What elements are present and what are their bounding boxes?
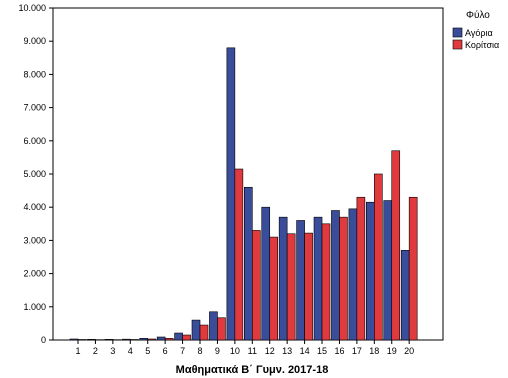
bar-Αγόρια-19 bbox=[383, 200, 393, 341]
bar-Κορίτσια-8 bbox=[199, 324, 209, 341]
bar-Κορίτσια-18 bbox=[374, 173, 383, 341]
bar-Αγόρια-8 bbox=[191, 319, 201, 341]
bar-Αγόρια-6 bbox=[156, 336, 166, 341]
bar-Αγόρια-11 bbox=[244, 186, 253, 341]
plot-area: 0 1.000 2.000 3.000 4.000 5.000 6.000 7.000 8.00… bbox=[18, 3, 444, 356]
bar-Κορίτσια-6 bbox=[164, 338, 174, 341]
bar-Κορίτσια-15 bbox=[321, 223, 331, 341]
bar-Κορίτσια-19 bbox=[391, 150, 401, 341]
y-tick-label: 3.000 bbox=[23, 235, 46, 245]
x-tick-label: 5 bbox=[145, 346, 150, 356]
bar-Αγόρια-3 bbox=[104, 339, 114, 341]
bar-Κορίτσια-11 bbox=[252, 230, 261, 341]
x-tick-label: 16 bbox=[334, 346, 344, 356]
bar-Αγόρια-16 bbox=[331, 210, 340, 341]
x-tick-label: 7 bbox=[180, 346, 185, 356]
bar-Αγόρια-5 bbox=[139, 338, 149, 341]
x-tick-label: 13 bbox=[282, 346, 292, 356]
y-tick-label: 6.000 bbox=[23, 136, 46, 146]
x-tick-label: 4 bbox=[128, 346, 133, 356]
bar-Αγόρια-10 bbox=[226, 47, 236, 341]
bar-Κορίτσια-5 bbox=[147, 338, 157, 341]
legend-items: Αγόρια Κορίτσια bbox=[452, 27, 499, 50]
x-tick-label: 14 bbox=[300, 346, 310, 356]
bar-Αγόρια-18 bbox=[366, 201, 375, 341]
bar-Αγόρια-9 bbox=[209, 311, 218, 341]
bar-Αγόρια-13 bbox=[278, 216, 288, 341]
x-tick-label: 9 bbox=[215, 346, 220, 356]
y-tick-label: 9.000 bbox=[23, 36, 46, 46]
x-tick-label: 2 bbox=[93, 346, 98, 356]
legend-title: Φύλο bbox=[466, 9, 490, 21]
x-tick-label: 3 bbox=[110, 346, 115, 356]
bar-Αγόρια-12 bbox=[261, 206, 271, 341]
y-tick-label: 5.000 bbox=[23, 169, 46, 179]
legend-label-Αγόρια: Αγόρια bbox=[465, 28, 493, 38]
x-tick-label: 17 bbox=[352, 346, 362, 356]
bar-Κορίτσια-12 bbox=[269, 236, 279, 341]
bar-Αγόρια-2 bbox=[87, 339, 96, 341]
bar-Αγόρια-15 bbox=[313, 216, 323, 341]
y-tick-label: 0 bbox=[41, 335, 46, 345]
bar-Αγόρια-14 bbox=[296, 220, 305, 341]
bar-Κορίτσια-14 bbox=[304, 232, 313, 341]
x-tick-label: 8 bbox=[198, 346, 203, 356]
legend-label-Κορίτσια: Κορίτσια bbox=[465, 40, 499, 50]
legend: Φύλο Αγόρια Κορίτσια bbox=[452, 9, 499, 50]
bar-Αγόρια-1 bbox=[69, 338, 79, 341]
bar-Κορίτσια-20 bbox=[408, 196, 418, 341]
bar-Κορίτσια-10 bbox=[234, 168, 244, 341]
bars-group bbox=[69, 47, 418, 341]
legend-swatch-Αγόρια bbox=[452, 27, 463, 38]
y-axis: 0 1.000 2.000 3.000 4.000 5.000 6.000 7.000 8.00… bbox=[18, 3, 53, 345]
y-tick-label: 7.000 bbox=[23, 103, 46, 113]
x-tick-label: 6 bbox=[163, 346, 168, 356]
bar-Κορίτσια-7 bbox=[182, 334, 191, 341]
bar-Κορίτσια-13 bbox=[286, 233, 296, 341]
y-tick-label: 4.000 bbox=[23, 202, 46, 212]
legend-swatch-Κορίτσια bbox=[452, 39, 463, 50]
x-tick-label: 10 bbox=[230, 346, 240, 356]
bar-Κορίτσια-9 bbox=[217, 317, 226, 341]
x-tick-label: 11 bbox=[248, 346, 257, 356]
y-tick-label: 1.000 bbox=[23, 302, 46, 312]
x-tick-label: 19 bbox=[387, 346, 397, 356]
bar-Αγόρια-20 bbox=[400, 250, 410, 341]
y-tick-label: 10.000 bbox=[18, 3, 46, 13]
y-tick-label: 2.000 bbox=[23, 269, 46, 279]
x-axis-title: Μαθηματικά Β΄ Γυμν. 2017-18 bbox=[176, 364, 329, 376]
x-tick-label: 15 bbox=[317, 346, 327, 356]
bar-Αγόρια-7 bbox=[174, 332, 183, 341]
bar-Κορίτσια-17 bbox=[356, 196, 366, 341]
x-tick-label: 1 bbox=[75, 346, 80, 356]
bar-Κορίτσια-16 bbox=[339, 216, 348, 341]
y-tick-label: 8.000 bbox=[23, 69, 46, 79]
bar-Αγόρια-17 bbox=[348, 208, 358, 341]
bar-Αγόρια-4 bbox=[121, 338, 131, 341]
x-tick-label: 18 bbox=[369, 346, 379, 356]
x-tick-label: 20 bbox=[404, 346, 414, 356]
x-axis: 1 2 3 4 5 6 7 8 9 10 11 12 13 14 15 16 17 18 19 20 bbox=[75, 340, 414, 356]
x-tick-label: 12 bbox=[265, 346, 275, 356]
